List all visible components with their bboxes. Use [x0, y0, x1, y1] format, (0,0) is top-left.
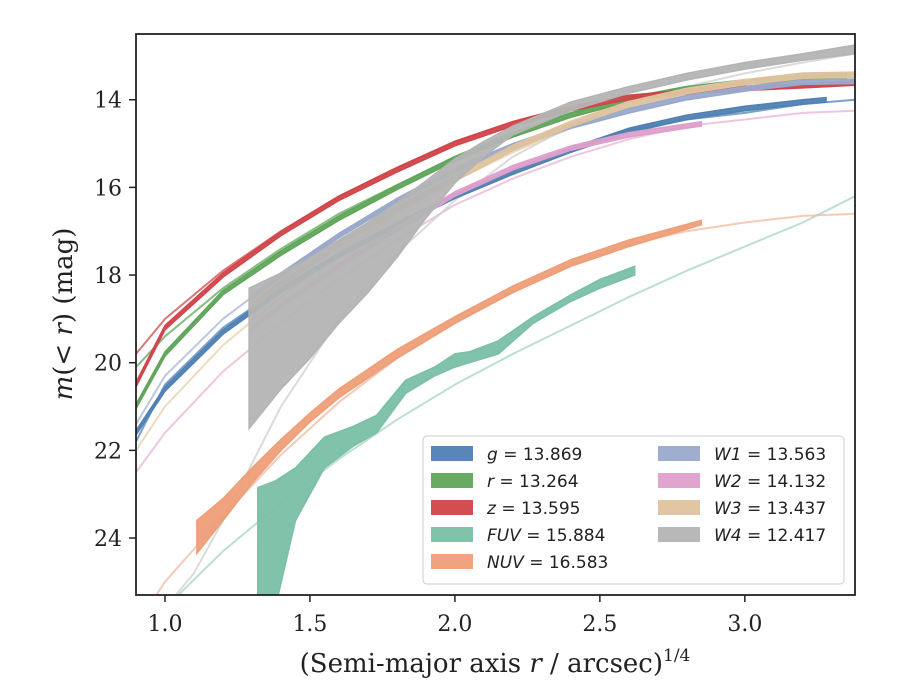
legend-label-r: r = 13.264: [487, 472, 579, 492]
legend-swatch-w3: [658, 500, 700, 515]
y-tick-label: 20: [94, 352, 122, 377]
y-axis-label-open: (<: [49, 336, 79, 376]
x-axis-label-main: (Semi-major axis: [300, 649, 530, 679]
legend-swatch-g: [431, 446, 473, 461]
y-axis-label: m(< r) (mag): [49, 228, 79, 401]
legend-swatch-w2: [658, 473, 700, 488]
legend-swatch-r: [431, 473, 473, 488]
legend-swatch-w1: [658, 446, 700, 461]
legend-swatch-z: [431, 500, 473, 515]
legend-label-z: z = 13.595: [486, 499, 580, 519]
fit-curve-w2: [136, 109, 855, 473]
legend-box: [422, 435, 845, 585]
data-band-w4: [248, 44, 855, 431]
legend-label-fuv: FUV = 15.884: [487, 526, 605, 546]
x-tick-label: 1.0: [147, 612, 182, 637]
x-tick-label: 1.5: [292, 612, 327, 637]
legend-swatch-nuv: [431, 554, 473, 569]
y-tick-label: 14: [94, 89, 122, 114]
x-axis-label: (Semi-major axis r / arcsec)1/4: [300, 646, 691, 679]
y-tick-label: 16: [94, 176, 122, 201]
x-axis-label-tail: / arcsec): [542, 649, 663, 679]
x-tick-label: 2.5: [582, 612, 617, 637]
fit-curve-r: [136, 72, 855, 368]
plot-frame: [135, 33, 856, 596]
data-band-r: [136, 72, 848, 410]
legend-label-w3: W3 = 13.437: [714, 499, 826, 519]
y-axis-label-close: ) (mag): [49, 228, 79, 324]
x-tick-label: 3.0: [727, 612, 762, 637]
data-band-fuv: [257, 265, 636, 595]
x-ticks: 1.0 1.5 2.0 2.5 3.0: [147, 595, 762, 637]
y-tick-label: 24: [94, 527, 122, 552]
legend-label-nuv: NUV = 16.583: [487, 553, 608, 573]
fit-curve-w1: [136, 81, 855, 425]
y-tick-label: 18: [94, 264, 122, 289]
y-tick-label: 22: [94, 439, 122, 464]
legend: g = 13.869 r = 13.264 z = 13.595 FUV = 15.8…: [422, 435, 845, 585]
data-band-z: [136, 80, 855, 388]
legend-swatch-w4: [658, 527, 700, 542]
y-ticks: 14 16 18 20 22 24: [94, 89, 136, 552]
legend-label-w4: W4 = 12.417: [714, 526, 826, 546]
y-axis-label-r: r: [49, 322, 79, 336]
legend-swatch-fuv: [431, 527, 473, 542]
legend-label-w1: W1 = 13.563: [714, 445, 826, 465]
x-tick-label: 2.0: [437, 612, 472, 637]
data-bands: [136, 44, 855, 595]
x-axis-label-r: r: [529, 649, 543, 679]
y-axis-label-m: m: [49, 376, 79, 401]
legend-label-w2: W2 = 14.132: [714, 472, 826, 492]
data-band-nuv: [196, 219, 703, 556]
x-axis-label-sup: 1/4: [663, 646, 690, 666]
legend-label-g: g = 13.869: [487, 445, 582, 465]
